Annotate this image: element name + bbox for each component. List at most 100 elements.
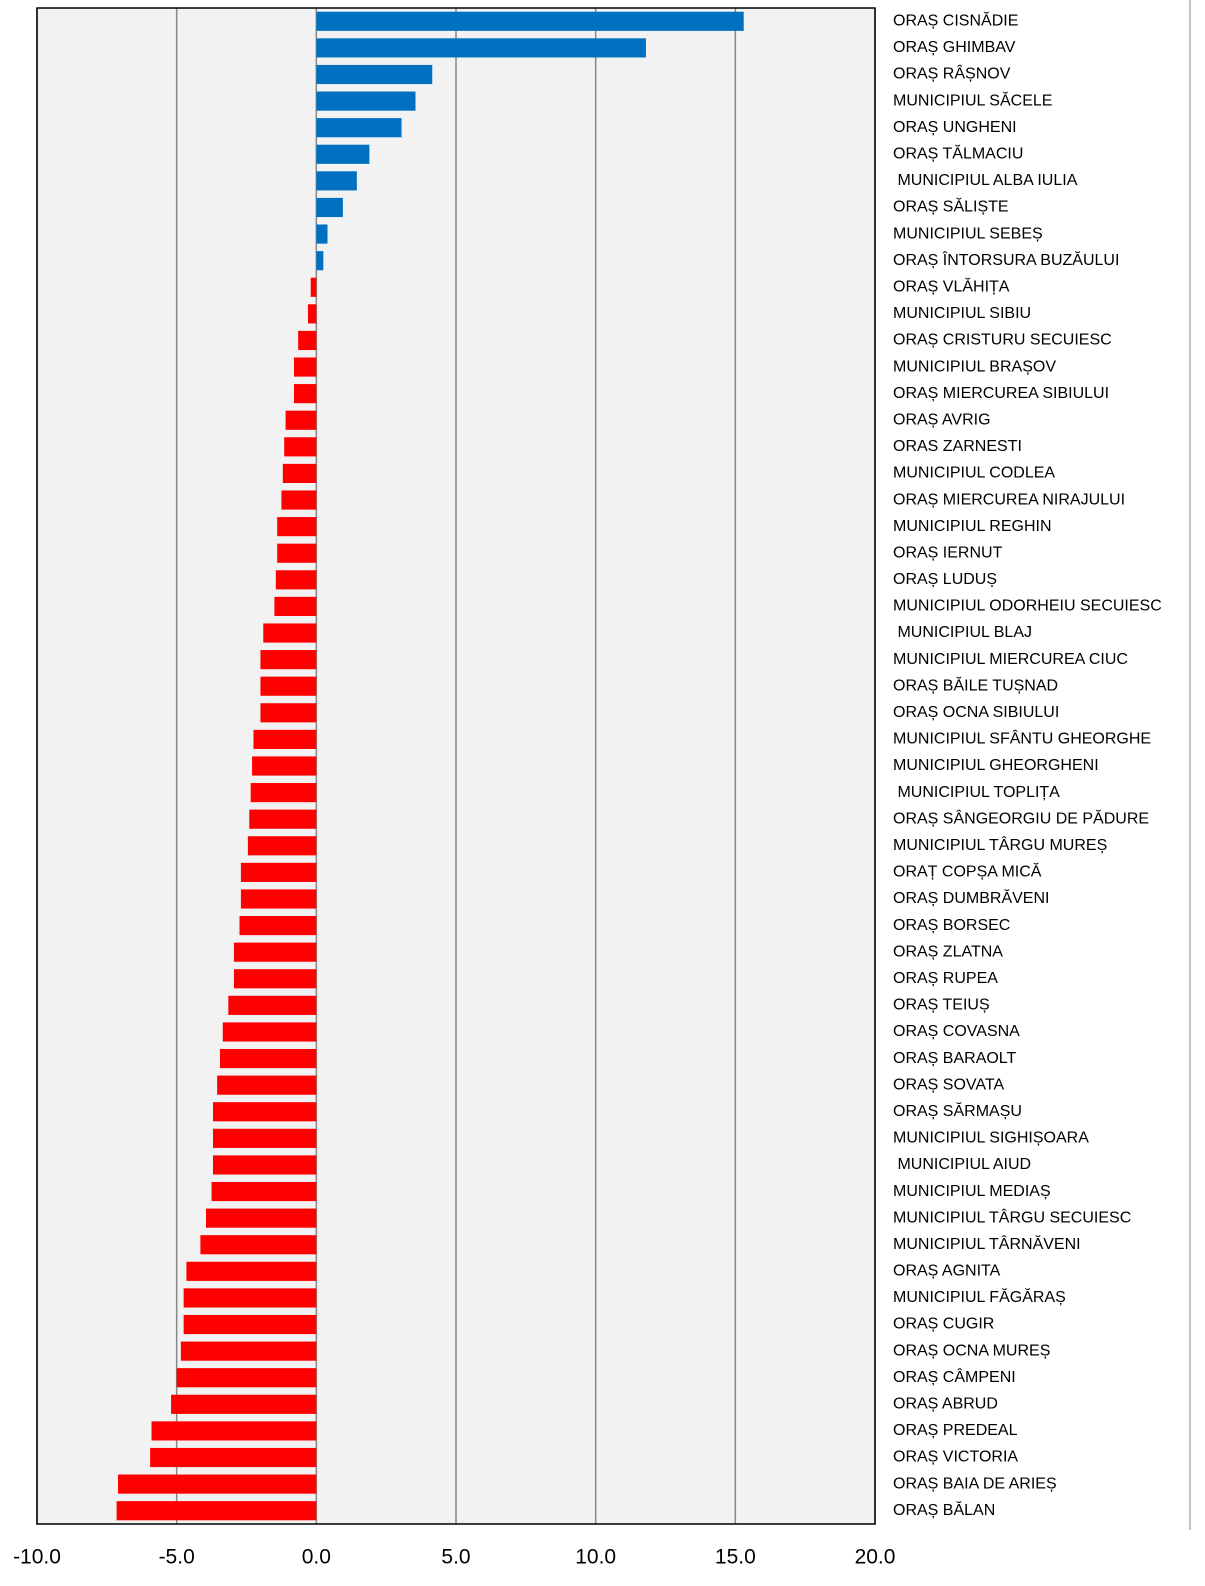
bar [233, 969, 317, 989]
category-label: MUNICIPIUL MEDIAȘ [893, 1183, 1051, 1200]
category-label: ORAȘ OCNA MUREȘ [893, 1342, 1050, 1359]
bar [274, 596, 317, 616]
bar [239, 916, 317, 936]
x-tick-label: 10.0 [575, 1546, 616, 1569]
x-tick-label: -10.0 [13, 1546, 61, 1569]
category-label: ORAȘ AVRIG [893, 411, 991, 428]
bar [282, 463, 317, 484]
category-label: MUNICIPIUL ODORHEIU SECUIESC [893, 598, 1162, 615]
bar [176, 1368, 317, 1388]
category-label: ORAȘ BARAOLT [893, 1050, 1017, 1067]
bar [252, 756, 317, 776]
category-label: ORAȘ GHIMBAV [893, 39, 1016, 56]
bar [240, 862, 317, 882]
x-tick-label: 20.0 [855, 1546, 896, 1569]
bar [284, 437, 317, 457]
bar [277, 517, 317, 537]
category-label: ORAȘ LUDUȘ [893, 571, 997, 588]
category-label: MUNICIPIUL SĂCELE [893, 90, 1052, 109]
bar [316, 91, 416, 111]
category-label: MUNICIPIUL BLAJ [893, 624, 1032, 641]
bar [233, 942, 317, 962]
category-label: ORAȘ SOVATA [893, 1076, 1004, 1093]
category-label: ORAȘ RUPEA [893, 970, 998, 987]
category-label: ORAȘ MIERCUREA NIRAJULUI [893, 491, 1125, 508]
category-label: ORAȘ RÂȘNOV [893, 64, 1011, 83]
plot-border [36, 7, 876, 1525]
category-label: MUNICIPIUL SFÂNTU GHEORGHE [893, 729, 1151, 748]
category-label: ORAȘ TEIUȘ [893, 997, 990, 1014]
category-label: ORAȘ COVASNA [893, 1023, 1020, 1040]
bar [260, 676, 317, 696]
category-label: MUNICIPIUL SEBEȘ [893, 225, 1043, 242]
x-tick-label: 0.0 [302, 1546, 331, 1569]
category-label: MUNICIPIUL SIGHIȘOARA [893, 1130, 1089, 1147]
category-label: ORAȘ OCNA SIBIULUI [893, 704, 1059, 721]
bar [281, 490, 317, 510]
category-label: ORAȚ COPȘA MICĂ [893, 862, 1042, 881]
category-label: MUNICIPIUL BRAȘOV [893, 358, 1056, 375]
bar [116, 1501, 317, 1521]
bar [228, 995, 317, 1015]
bar [253, 729, 317, 749]
bar [263, 623, 317, 643]
category-label: ORAȘ BĂILE TUȘNAD [893, 675, 1058, 694]
category-label: ORAȘ VLĂHIȚA [893, 276, 1010, 295]
category-label: ORAȘ SĂRMAȘU [893, 1101, 1022, 1120]
bar [151, 1421, 317, 1441]
bar [316, 251, 324, 271]
bar [316, 38, 646, 58]
category-label: ORAȘ CISNĂDIE [893, 11, 1018, 30]
bar [247, 836, 317, 856]
bar [316, 11, 744, 31]
bar [316, 144, 370, 164]
category-label: ORAȘ SĂLIȘTE [893, 197, 1009, 216]
x-tick-label: -5.0 [159, 1546, 195, 1569]
category-label: ORAȘ BORSEC [893, 917, 1010, 934]
bar [183, 1314, 317, 1335]
bar [249, 809, 317, 829]
category-label: MUNICIPIUL CODLEA [893, 465, 1055, 482]
bar [277, 543, 317, 563]
bar [222, 1022, 317, 1042]
category-label: ORAȘ IERNUT [893, 544, 1003, 561]
bar [316, 64, 433, 85]
category-label: ORAȘ CÂMPENI [893, 1367, 1016, 1386]
category-label: ORAȘ BĂLAN [893, 1500, 995, 1519]
bar [212, 1155, 317, 1175]
category-label: MUNICIPIUL TÂRNĂVENI [893, 1234, 1081, 1253]
bar [316, 171, 357, 191]
category-label: ORAȘ UNGHENI [893, 119, 1017, 136]
category-label: ORAȘ ABRUD [893, 1396, 998, 1413]
bar [180, 1341, 317, 1361]
category-label: ORAȘ ZLATNA [893, 943, 1003, 960]
category-label: MUNICIPIUL TOPLIȚA [893, 784, 1060, 801]
bar [275, 570, 317, 590]
bar [310, 277, 317, 297]
bar [186, 1261, 317, 1281]
category-label: ORAȘ ÎNTORSURA BUZĂULUI [893, 250, 1119, 269]
bar [316, 197, 343, 218]
category-label: ORAȘ CRISTURU SECUIESC [893, 332, 1112, 349]
bar [212, 1128, 317, 1148]
category-label: ORAȘ SÂNGEORGIU DE PĂDURE [893, 808, 1149, 827]
category-label: MUNICIPIUL MIERCUREA CIUC [893, 651, 1128, 668]
category-label: ORAȘ BAIA DE ARIEȘ [893, 1475, 1057, 1492]
bar [260, 703, 317, 723]
category-label: MUNICIPIUL TÂRGU SECUIESC [893, 1207, 1131, 1226]
bar [260, 650, 317, 670]
bar [217, 1075, 317, 1095]
bar [118, 1474, 317, 1494]
x-tick-label: 15.0 [715, 1546, 756, 1569]
bar [150, 1447, 317, 1468]
category-label: ORAȘ TĂLMACIU [893, 143, 1023, 162]
category-label: MUNICIPIUL ALBA IULIA [893, 172, 1078, 189]
bar [240, 889, 317, 909]
category-label: ORAS ZARNESTI [893, 438, 1022, 455]
bar [298, 330, 317, 351]
bar [293, 384, 317, 404]
category-label: ORAȘ PREDEAL [893, 1422, 1018, 1439]
bar [219, 1048, 317, 1069]
bar [316, 224, 328, 244]
bar [171, 1394, 317, 1414]
